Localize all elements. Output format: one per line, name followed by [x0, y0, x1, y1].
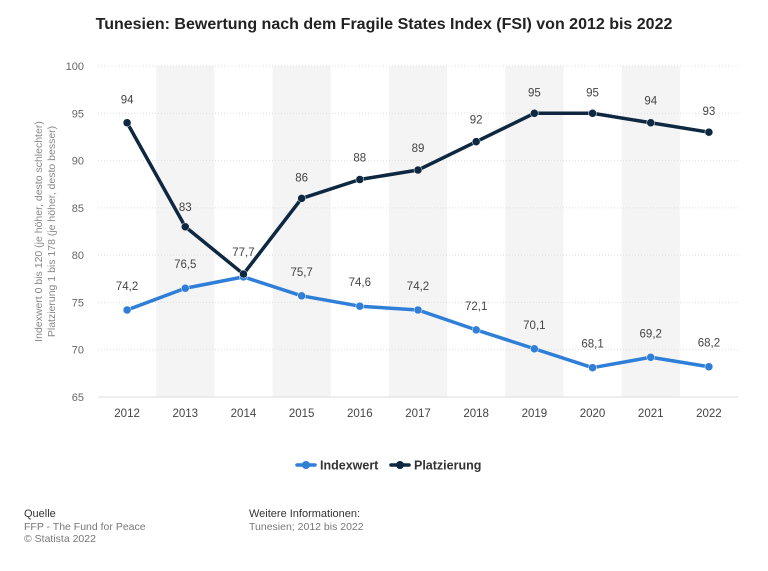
source-block: Quelle FFP - The Fund for Peace © Statis… [24, 508, 146, 546]
x-tick-label-2014: 2014 [231, 408, 257, 420]
platzierung-label-2021: 94 [644, 96, 657, 108]
platzierung-label-2013: 83 [179, 202, 192, 214]
x-tick-label-2018: 2018 [463, 408, 489, 420]
indexwert-point-2015 [297, 291, 306, 301]
y-tick-label-70: 70 [72, 345, 84, 357]
indexwert-point-2013 [181, 283, 190, 293]
y-axis-label-line-2: Platzierung 1 bis 178 (je höher, desto b… [46, 126, 58, 337]
platzierung-label-2022: 93 [703, 106, 716, 118]
x-tick-label-2022: 2022 [696, 408, 722, 420]
platzierung-label-2017: 89 [412, 143, 425, 155]
chart-title: Tunesien: Bewertung nach dem Fragile Sta… [95, 16, 673, 33]
info-heading: Weitere Informationen: [249, 508, 361, 520]
x-tick-label-2019: 2019 [522, 408, 548, 420]
platzierung-label-2015: 86 [295, 172, 308, 184]
legend[interactable]: Indexwert Platzierung [295, 459, 481, 473]
y-tick-label-85: 85 [72, 203, 84, 215]
source-heading: Quelle [24, 508, 56, 520]
y-axis-label-line-1: Indexwert 0 bis 120 (je höher, desto sch… [33, 121, 45, 342]
y-tick-label-75: 75 [72, 297, 84, 309]
y-tick-label-100: 100 [66, 61, 84, 73]
platzierung-point-2022 [704, 127, 714, 137]
x-tick-label-2017: 2017 [405, 408, 431, 420]
indexwert-label-2015: 75,7 [290, 267, 312, 279]
column-band-2017 [388, 66, 448, 397]
platzierung-label-2018: 92 [470, 115, 483, 127]
platzierung-point-2013 [181, 222, 190, 232]
column-band-2015 [272, 66, 331, 397]
platzierung-point-2021 [646, 118, 655, 127]
platzierung-point-2019 [530, 109, 539, 118]
indexwert-label-2018: 72,1 [465, 301, 487, 313]
series-layer: 74,2 76,5 77,7 75,7 74,6 74,2 72,1 70,1 68,1 69,2… [116, 87, 720, 372]
legend-label-indexwert: Indexwert [320, 459, 379, 473]
platzierung-point-2012 [122, 118, 132, 127]
source-text: FFP - The Fund for Peace [24, 520, 146, 533]
indexwert-label-2017: 74,2 [407, 281, 429, 293]
legend-item-platzierung[interactable]: Platzierung [389, 459, 481, 473]
platzierung-point-2016 [355, 175, 365, 184]
column-band-2021 [621, 66, 680, 397]
platzierung-label-2012: 94 [121, 95, 134, 107]
y-tick-label-95: 95 [72, 108, 84, 120]
platzierung-point-2020 [588, 109, 597, 118]
indexwert-point-2021 [646, 353, 655, 362]
x-tick-label-2021: 2021 [638, 408, 664, 420]
platzierung-point-2018 [471, 137, 481, 146]
column-band-2013 [156, 66, 215, 397]
indexwert-label-2020: 68,1 [581, 339, 603, 351]
info-text: Tunesien; 2012 bis 2022 [249, 520, 364, 533]
indexwert-label-2013: 76,5 [174, 259, 196, 271]
y-tick-label-90: 90 [72, 156, 84, 168]
legend-item-indexwert[interactable]: Indexwert [295, 459, 379, 473]
x-tick-label-2015: 2015 [289, 408, 315, 420]
y-axis-ticks: 65 70 75 80 85 90 95 100 [66, 61, 84, 404]
gridlines [98, 65, 738, 398]
indexwert-point-2012 [122, 305, 132, 315]
info-block: Weitere Informationen: Tunesien; 2012 bi… [249, 508, 364, 533]
indexwert-label-2021: 69,2 [640, 328, 662, 340]
indexwert-label-2012: 74,2 [116, 281, 138, 293]
indexwert-label-2022: 68,2 [698, 338, 720, 350]
copyright-text: © Statista 2022 [24, 533, 96, 545]
indexwert-point-2018 [471, 325, 481, 335]
indexwert-label-2019: 70,1 [523, 320, 545, 332]
indexwert-label-2014: 77,7 [232, 247, 254, 259]
platzierung-point-2017 [413, 165, 423, 175]
x-tick-label-2016: 2016 [347, 408, 373, 420]
platzierung-label-2019: 95 [528, 87, 541, 99]
platzierung-label-2020: 95 [586, 87, 599, 99]
indexwert-point-2019 [530, 344, 539, 354]
x-tick-label-2012: 2012 [114, 408, 140, 420]
y-tick-label-65: 65 [72, 392, 84, 404]
indexwert-point-2022 [704, 362, 714, 371]
platzierung-point-2014 [239, 269, 248, 279]
legend-marker-indexwert [302, 461, 310, 469]
y-tick-label-80: 80 [72, 250, 84, 262]
platzierung-label-2016: 88 [353, 152, 366, 164]
indexwert-point-2017 [413, 305, 423, 315]
indexwert-label-2016: 74,6 [349, 277, 371, 289]
x-axis-ticks: 2012 2013 2014 2015 2016 2017 2018 2019 2020 2021… [114, 408, 721, 420]
legend-label-platzierung: Platzierung [414, 459, 481, 473]
platzierung-point-2015 [297, 194, 306, 203]
indexwert-point-2016 [355, 301, 365, 311]
x-tick-label-2020: 2020 [580, 408, 606, 420]
x-tick-label-2013: 2013 [172, 408, 198, 420]
indexwert-point-2020 [588, 363, 597, 372]
legend-marker-platzierung [396, 461, 404, 469]
